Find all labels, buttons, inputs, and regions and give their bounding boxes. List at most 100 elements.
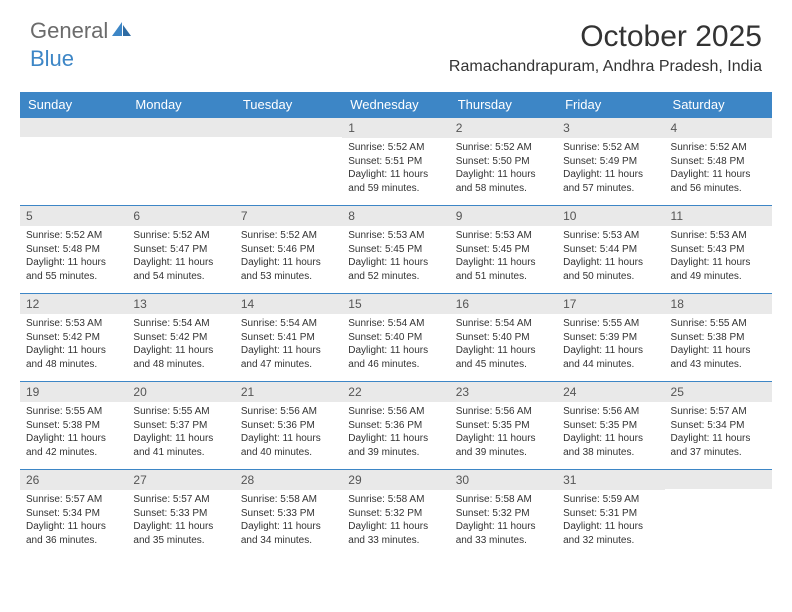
day-info-line: Daylight: 11 hours	[456, 344, 551, 358]
day-info-line: Sunset: 5:31 PM	[563, 507, 658, 521]
day-info-line: Daylight: 11 hours	[563, 344, 658, 358]
day-info: Sunrise: 5:53 AMSunset: 5:45 PMDaylight:…	[450, 226, 557, 285]
col-thursday: Thursday	[450, 92, 557, 118]
day-info-line: Sunset: 5:45 PM	[348, 243, 443, 257]
day-info-line: Sunrise: 5:52 AM	[241, 229, 336, 243]
day-info-line: and 48 minutes.	[133, 358, 228, 372]
day-number: 15	[342, 294, 449, 314]
day-info-line: Sunset: 5:50 PM	[456, 155, 551, 169]
day-info-line: and 41 minutes.	[133, 446, 228, 460]
month-title: October 2025	[449, 20, 762, 54]
day-info-line: Sunrise: 5:52 AM	[26, 229, 121, 243]
day-info: Sunrise: 5:55 AMSunset: 5:37 PMDaylight:…	[127, 402, 234, 461]
day-number: 6	[127, 206, 234, 226]
day-info-line: Sunrise: 5:53 AM	[456, 229, 551, 243]
day-info-line: Daylight: 11 hours	[456, 168, 551, 182]
day-info-line: and 50 minutes.	[563, 270, 658, 284]
day-info-line: Sunrise: 5:55 AM	[671, 317, 766, 331]
day-info-line: Daylight: 11 hours	[26, 256, 121, 270]
day-number: 13	[127, 294, 234, 314]
day-info: Sunrise: 5:57 AMSunset: 5:34 PMDaylight:…	[665, 402, 772, 461]
day-info-line: and 34 minutes.	[241, 534, 336, 548]
day-info-line: Sunrise: 5:56 AM	[563, 405, 658, 419]
calendar-cell	[665, 470, 772, 558]
day-info-line: Sunset: 5:47 PM	[133, 243, 228, 257]
day-number	[235, 118, 342, 137]
day-info-line: and 35 minutes.	[133, 534, 228, 548]
col-sunday: Sunday	[20, 92, 127, 118]
day-info-line: Sunset: 5:45 PM	[456, 243, 551, 257]
day-info-line: Sunrise: 5:52 AM	[456, 141, 551, 155]
day-info-line: Daylight: 11 hours	[241, 520, 336, 534]
day-info-line: Sunrise: 5:57 AM	[671, 405, 766, 419]
calendar-cell: 6Sunrise: 5:52 AMSunset: 5:47 PMDaylight…	[127, 206, 234, 294]
day-info-line: Sunset: 5:48 PM	[671, 155, 766, 169]
day-info-line: Sunset: 5:35 PM	[456, 419, 551, 433]
calendar-cell: 19Sunrise: 5:55 AMSunset: 5:38 PMDayligh…	[20, 382, 127, 470]
calendar-head: Sunday Monday Tuesday Wednesday Thursday…	[20, 92, 772, 118]
day-info-line: Daylight: 11 hours	[563, 432, 658, 446]
calendar-row: 26Sunrise: 5:57 AMSunset: 5:34 PMDayligh…	[20, 470, 772, 558]
day-info: Sunrise: 5:54 AMSunset: 5:40 PMDaylight:…	[342, 314, 449, 373]
day-info-line: and 42 minutes.	[26, 446, 121, 460]
day-info-line: Sunset: 5:38 PM	[26, 419, 121, 433]
day-number: 7	[235, 206, 342, 226]
day-info-line: Sunset: 5:36 PM	[241, 419, 336, 433]
day-info-line: Sunrise: 5:53 AM	[26, 317, 121, 331]
day-number: 16	[450, 294, 557, 314]
day-info-line: and 32 minutes.	[563, 534, 658, 548]
day-info-line: Sunset: 5:35 PM	[563, 419, 658, 433]
calendar-row: 1Sunrise: 5:52 AMSunset: 5:51 PMDaylight…	[20, 118, 772, 206]
day-info-line: Sunrise: 5:54 AM	[456, 317, 551, 331]
day-info-line: Sunrise: 5:52 AM	[133, 229, 228, 243]
day-number: 26	[20, 470, 127, 490]
day-number: 20	[127, 382, 234, 402]
day-info-line: Sunset: 5:42 PM	[26, 331, 121, 345]
logo-sail-icon	[112, 22, 132, 43]
calendar-cell: 29Sunrise: 5:58 AMSunset: 5:32 PMDayligh…	[342, 470, 449, 558]
day-number: 18	[665, 294, 772, 314]
day-info-line: Sunset: 5:51 PM	[348, 155, 443, 169]
calendar-cell: 9Sunrise: 5:53 AMSunset: 5:45 PMDaylight…	[450, 206, 557, 294]
day-number: 5	[20, 206, 127, 226]
day-info: Sunrise: 5:53 AMSunset: 5:45 PMDaylight:…	[342, 226, 449, 285]
day-number: 24	[557, 382, 664, 402]
day-info-line: and 36 minutes.	[26, 534, 121, 548]
calendar-table: Sunday Monday Tuesday Wednesday Thursday…	[20, 92, 772, 558]
day-info: Sunrise: 5:58 AMSunset: 5:32 PMDaylight:…	[342, 490, 449, 549]
day-number: 14	[235, 294, 342, 314]
day-info-line: Sunrise: 5:59 AM	[563, 493, 658, 507]
day-info-line: and 52 minutes.	[348, 270, 443, 284]
day-number: 29	[342, 470, 449, 490]
day-info-line: Daylight: 11 hours	[671, 256, 766, 270]
day-info-line: and 44 minutes.	[563, 358, 658, 372]
day-info-line: and 45 minutes.	[456, 358, 551, 372]
day-info: Sunrise: 5:52 AMSunset: 5:50 PMDaylight:…	[450, 138, 557, 197]
day-number: 25	[665, 382, 772, 402]
day-number: 31	[557, 470, 664, 490]
day-info-line: Sunrise: 5:57 AM	[26, 493, 121, 507]
location: Ramachandrapuram, Andhra Pradesh, India	[449, 58, 762, 76]
day-info-line: and 49 minutes.	[671, 270, 766, 284]
day-info-line: Daylight: 11 hours	[26, 520, 121, 534]
day-info-line: and 46 minutes.	[348, 358, 443, 372]
day-info-line: Sunrise: 5:52 AM	[671, 141, 766, 155]
day-info-line: Sunset: 5:34 PM	[26, 507, 121, 521]
day-number: 17	[557, 294, 664, 314]
day-info-line: Sunset: 5:40 PM	[456, 331, 551, 345]
day-info-line: Sunset: 5:36 PM	[348, 419, 443, 433]
day-info-line: Sunset: 5:34 PM	[671, 419, 766, 433]
calendar-cell: 10Sunrise: 5:53 AMSunset: 5:44 PMDayligh…	[557, 206, 664, 294]
day-info-line: Daylight: 11 hours	[241, 256, 336, 270]
day-info: Sunrise: 5:54 AMSunset: 5:41 PMDaylight:…	[235, 314, 342, 373]
day-info-line: Daylight: 11 hours	[26, 432, 121, 446]
calendar-cell: 20Sunrise: 5:55 AMSunset: 5:37 PMDayligh…	[127, 382, 234, 470]
day-info-line: Daylight: 11 hours	[671, 432, 766, 446]
day-info-line: Sunrise: 5:55 AM	[26, 405, 121, 419]
calendar-cell: 8Sunrise: 5:53 AMSunset: 5:45 PMDaylight…	[342, 206, 449, 294]
day-info-line: Sunrise: 5:55 AM	[563, 317, 658, 331]
day-info-line: and 54 minutes.	[133, 270, 228, 284]
day-info-line: Daylight: 11 hours	[133, 432, 228, 446]
day-info-line: Daylight: 11 hours	[563, 520, 658, 534]
day-info-line: and 53 minutes.	[241, 270, 336, 284]
